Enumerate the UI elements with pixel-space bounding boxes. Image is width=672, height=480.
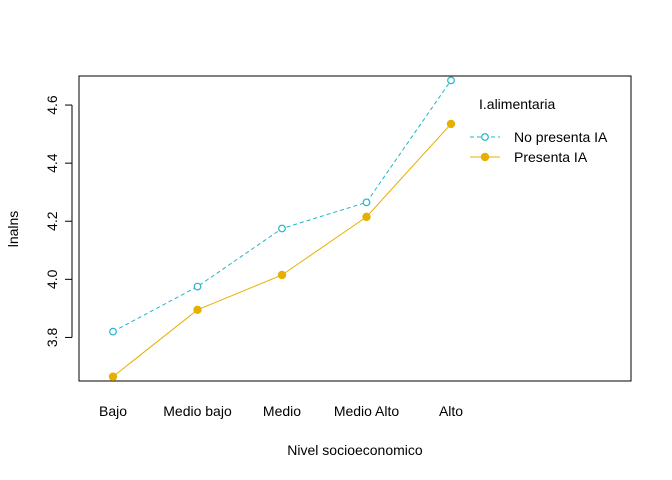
x-tick-label: Medio bajo bbox=[163, 403, 232, 419]
y-tick-label: 4.0 bbox=[44, 269, 60, 289]
data-point bbox=[278, 224, 286, 233]
data-point bbox=[446, 119, 456, 129]
legend-label: No presenta IA bbox=[514, 129, 608, 145]
y-tick-label: 4.4 bbox=[44, 153, 60, 173]
series-line bbox=[112, 80, 452, 333]
series-2 bbox=[108, 119, 456, 381]
x-tick-label: Bajo bbox=[99, 403, 127, 419]
data-point bbox=[362, 198, 371, 207]
y-tick-label: 3.8 bbox=[44, 327, 60, 347]
x-axis-label: Nivel socioeconomico bbox=[287, 442, 423, 458]
data-point bbox=[108, 372, 118, 381]
data-point bbox=[109, 327, 117, 336]
y-tick-label: 4.6 bbox=[44, 95, 60, 115]
legend-marker bbox=[481, 133, 489, 141]
legend-item: No presenta IA bbox=[470, 129, 608, 145]
data-point bbox=[447, 76, 455, 85]
legend-title: I.alimentaria bbox=[479, 96, 555, 112]
legend-label: Presenta IA bbox=[514, 149, 588, 165]
y-axis: 3.8 4.0 4.2 4.4 4.6 bbox=[44, 95, 73, 347]
data-point bbox=[277, 270, 287, 280]
legend-marker bbox=[480, 152, 490, 162]
series-layer bbox=[108, 76, 456, 381]
series-line bbox=[112, 123, 452, 378]
legend: I.alimentaria No presenta IA Presenta IA bbox=[470, 96, 608, 165]
x-tick-label: Medio Alto bbox=[334, 403, 400, 419]
y-axis-label: lnalns bbox=[5, 211, 21, 248]
plot-frame bbox=[78, 75, 632, 382]
x-tick-label: Alto bbox=[439, 403, 463, 419]
data-point bbox=[193, 282, 202, 291]
legend-item: Presenta IA bbox=[470, 149, 588, 165]
x-axis: Bajo Medio bajo Medio Medio Alto Alto bbox=[99, 403, 463, 419]
series-1 bbox=[109, 76, 455, 336]
data-point bbox=[193, 305, 202, 315]
x-tick-label: Medio bbox=[263, 403, 301, 419]
y-tick-label: 4.2 bbox=[44, 211, 60, 231]
data-point bbox=[362, 212, 371, 222]
